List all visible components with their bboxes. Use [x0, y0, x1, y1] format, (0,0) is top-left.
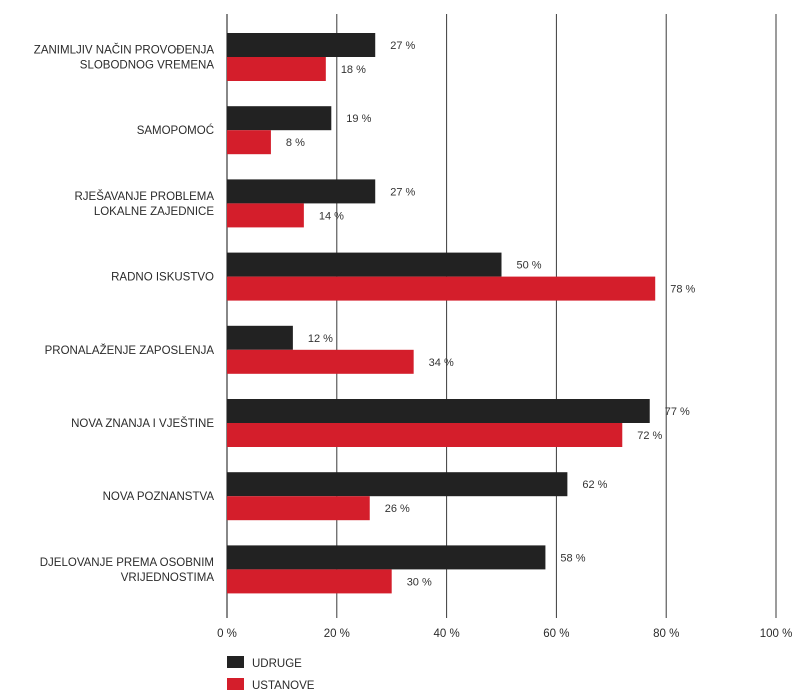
category-label: ZANIMLJIV NAČIN PROVOĐENJA SLOBODNOG VREM…	[34, 44, 215, 72]
category-label-line: LOKALNE ZAJEDNICE	[94, 206, 214, 218]
bar-udruge	[227, 179, 376, 204]
category-label-line: SAMOPOMOĆ	[137, 124, 214, 137]
legend-label-udruge: UDRUGE	[252, 658, 302, 670]
category-label-line: SLOBODNOG VREMENA	[80, 60, 215, 72]
value-label: 14 %	[319, 210, 344, 222]
category-label-line: DJELOVANJE PREMA OSOBNIM	[40, 557, 214, 569]
bar-ustanove	[227, 569, 392, 594]
value-label: 27 %	[390, 40, 415, 52]
x-tick-label: 40 %	[433, 628, 459, 640]
x-tick-label: 0 %	[217, 628, 237, 640]
value-label: 26 %	[385, 503, 410, 515]
category-label-line: PRONALAŽENJE ZAPOSLENJA	[45, 344, 215, 357]
category-label: PRONALAŽENJE ZAPOSLENJA	[45, 344, 215, 357]
legend-swatch-udruge	[227, 656, 244, 668]
category-label-line: VRIJEDNOSTIMA	[121, 572, 215, 584]
value-label: 50 %	[517, 260, 542, 272]
bar-udruge	[227, 545, 546, 570]
x-tick-label: 100 %	[760, 628, 793, 640]
bar-ustanove	[227, 276, 656, 301]
value-label: 62 %	[582, 479, 607, 491]
category-label-line: NOVA POZNANSTVA	[103, 491, 215, 503]
value-label: 58 %	[560, 552, 585, 564]
bar-udruge	[227, 399, 650, 423]
category-label: NOVA ZNANJA I VJEŠTINE	[71, 417, 214, 430]
bar-udruge	[227, 106, 332, 131]
value-label: 78 %	[670, 284, 695, 296]
bar-ustanove	[227, 57, 326, 81]
category-label-line: RADNO ISKUSTVO	[111, 272, 214, 284]
bar-ustanove	[227, 130, 271, 155]
category-label: RADNO ISKUSTVO	[111, 272, 214, 284]
bar-udruge	[227, 33, 376, 57]
bar-ustanove	[227, 203, 304, 228]
legend-swatch-ustanove	[227, 678, 244, 690]
bar-udruge	[227, 325, 293, 350]
x-tick-label: 60 %	[543, 628, 569, 640]
bar-ustanove	[227, 349, 414, 374]
value-label: 12 %	[308, 333, 333, 345]
category-label-line: NOVA ZNANJA I VJEŠTINE	[71, 417, 214, 430]
value-label: 77 %	[665, 406, 690, 418]
value-label: 30 %	[407, 576, 432, 588]
category-label-line: RJEŠAVANJE PROBLEMA	[74, 190, 214, 203]
category-label: DJELOVANJE PREMA OSOBNIM VRIJEDNOSTIMA	[40, 557, 215, 584]
category-label: RJEŠAVANJE PROBLEMA LOKALNE ZAJEDNICE	[74, 190, 214, 218]
x-tick-label: 20 %	[324, 628, 350, 640]
category-label: NOVA POZNANSTVA	[103, 491, 215, 503]
value-label: 27 %	[390, 186, 415, 198]
bar-ustanove	[227, 423, 623, 447]
value-label: 18 %	[341, 64, 366, 76]
bar-ustanove	[227, 496, 370, 521]
category-label: SAMOPOMOĆ	[137, 124, 214, 137]
legend-label-ustanove: USTANOVE	[252, 680, 315, 692]
x-tick-label: 80 %	[653, 628, 679, 640]
bar-udruge	[227, 472, 568, 497]
category-label-line: ZANIMLJIV NAČIN PROVOĐENJA	[34, 44, 215, 57]
value-label: 72 %	[637, 430, 662, 442]
value-label: 34 %	[429, 357, 454, 369]
bar-udruge	[227, 252, 502, 277]
value-label: 8 %	[286, 137, 305, 149]
value-label: 19 %	[346, 113, 371, 125]
